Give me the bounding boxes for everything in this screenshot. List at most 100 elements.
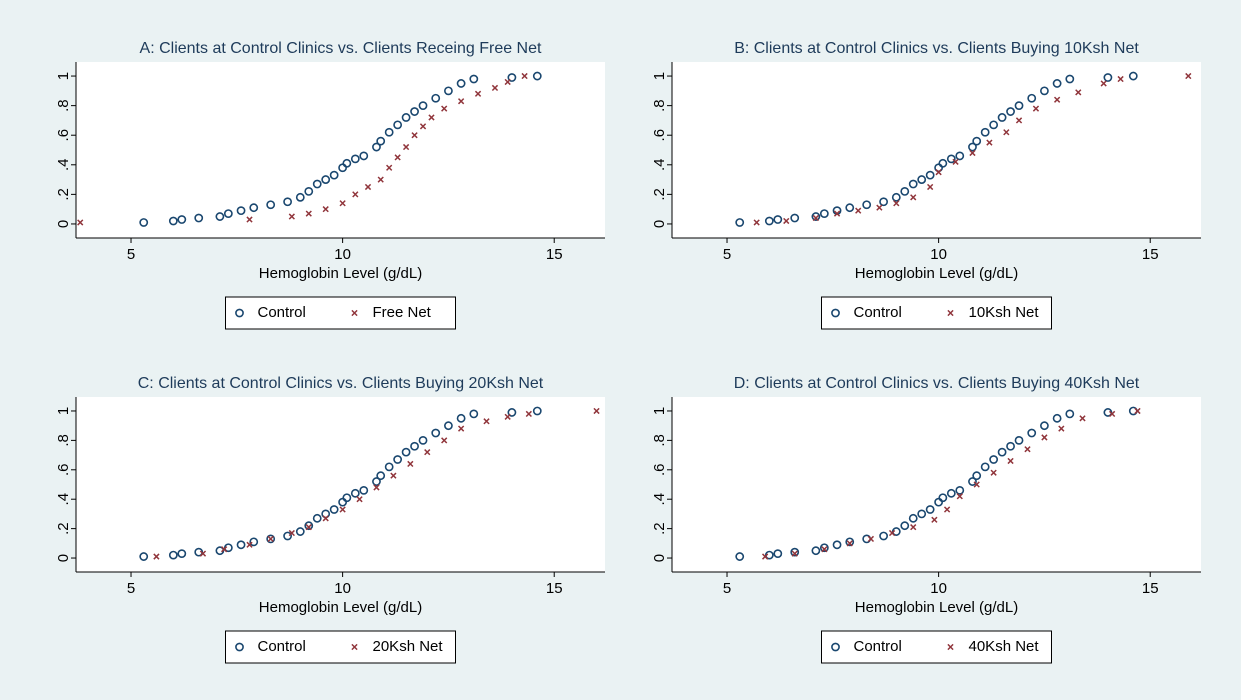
point: [312, 513, 322, 523]
legend: [821, 296, 1052, 330]
plot-area: [672, 397, 1201, 572]
point: [393, 120, 403, 130]
legend-label: Control: [854, 638, 902, 655]
y-tick-label: 1: [55, 72, 72, 80]
point: [832, 540, 842, 550]
point: [359, 485, 369, 495]
point: [235, 308, 244, 318]
point: [947, 309, 954, 317]
legend-label: Control: [258, 304, 306, 321]
point: [153, 553, 160, 560]
point: [266, 534, 276, 544]
point: [77, 219, 84, 226]
point: [410, 107, 419, 116]
y-tick-label: 1: [651, 72, 668, 80]
y-tick-label: .6: [55, 464, 72, 477]
x-axis-label: Hemoglobin Level (g/dL): [855, 599, 1018, 616]
point: [288, 213, 295, 220]
y-tick-label: .6: [651, 464, 668, 477]
point: [973, 481, 980, 488]
series: [753, 72, 1192, 226]
point: [997, 113, 1007, 122]
point: [1103, 73, 1113, 82]
point: [1007, 457, 1014, 465]
point: [322, 515, 329, 522]
point: [1065, 74, 1075, 84]
point: [846, 540, 853, 547]
point: [908, 179, 918, 189]
point: [377, 176, 384, 183]
point: [376, 471, 386, 481]
point: [444, 86, 453, 96]
point: [879, 531, 888, 541]
point: [1015, 117, 1023, 124]
point: [925, 505, 935, 514]
y-tick-label: .8: [55, 434, 72, 447]
point: [283, 197, 292, 207]
point: [735, 218, 745, 227]
point: [910, 524, 917, 531]
point: [1032, 105, 1040, 112]
point: [893, 200, 900, 207]
series: [139, 71, 542, 227]
legend-label: Free Net: [373, 304, 432, 321]
point: [350, 154, 360, 164]
point: [220, 546, 228, 553]
point: [855, 207, 862, 214]
point: [783, 217, 790, 225]
point: [312, 179, 322, 189]
point: [735, 552, 745, 561]
point: [980, 462, 990, 472]
point: [532, 71, 542, 81]
y-tick-label: .8: [55, 99, 72, 112]
point: [833, 210, 841, 217]
point: [401, 113, 411, 122]
x-tick-label: 5: [723, 580, 731, 597]
plot-area: [76, 397, 605, 572]
x-axis-label: Hemoglobin Level (g/dL): [855, 265, 1018, 282]
point: [177, 215, 187, 224]
x-tick-label: 5: [723, 246, 731, 263]
point: [372, 142, 381, 152]
point: [390, 472, 397, 479]
point: [925, 170, 935, 180]
legend-label: 10Ksh Net: [969, 304, 1040, 321]
point: [791, 550, 798, 557]
point: [1014, 435, 1024, 445]
point: [764, 216, 774, 226]
point: [168, 550, 178, 560]
point: [773, 549, 783, 559]
chart-title: B: Clients at Control Clinics vs. Client…: [734, 40, 1139, 57]
legend: [821, 630, 1052, 664]
point: [946, 488, 956, 498]
point: [507, 73, 517, 82]
point: [862, 200, 872, 210]
point: [972, 471, 982, 481]
point: [968, 142, 977, 152]
point: [946, 154, 956, 164]
point: [1185, 72, 1192, 80]
point: [376, 136, 386, 146]
point: [456, 79, 466, 88]
point: [457, 98, 465, 105]
point: [469, 409, 479, 419]
point: [955, 151, 965, 161]
point: [483, 418, 490, 425]
point: [401, 447, 411, 457]
point: [139, 552, 149, 561]
x-tick-label: 10: [930, 580, 947, 597]
plot-area: [672, 62, 1201, 238]
point: [845, 537, 855, 547]
point: [168, 216, 178, 226]
point: [305, 524, 312, 531]
point: [761, 553, 769, 560]
point: [456, 413, 466, 423]
y-tick-label: .4: [651, 159, 668, 172]
point: [790, 213, 800, 223]
point: [351, 309, 358, 317]
y-tick-label: .4: [651, 493, 668, 506]
x-tick-label: 5: [127, 246, 135, 263]
point: [910, 194, 917, 201]
point: [402, 143, 410, 151]
point: [1108, 410, 1116, 418]
